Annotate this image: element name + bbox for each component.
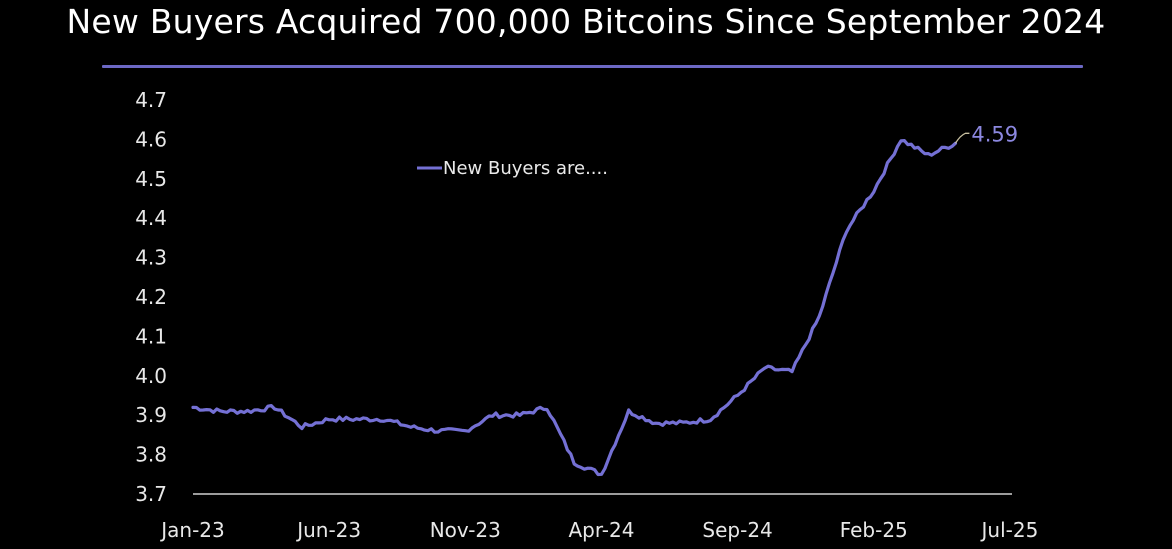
end-label-leader-line [954,132,970,144]
y-tick-label: 4.2 [135,285,167,309]
y-tick-label: 4.6 [135,127,167,151]
y-tick-label: 4.1 [135,324,167,348]
y-tick-label: 4.0 [135,364,167,388]
x-tick-label: Apr-24 [568,518,634,542]
title-underline [102,65,1083,68]
x-tick-label: Nov-23 [430,518,501,542]
legend: New Buyers are.... [417,158,608,179]
series-line-new-buyers [191,139,957,477]
y-tick-label: 3.8 [135,443,167,467]
y-tick-label: 4.3 [135,246,167,270]
end-value-label: 4.59 [971,122,1018,146]
x-tick-label: Jan-23 [159,518,225,542]
y-tick-label: 4.5 [135,167,167,191]
x-tick-label: Sep-24 [702,518,772,542]
x-tick-label: Jun-23 [295,518,361,542]
legend-label: New Buyers are.... [443,158,608,179]
chart-title: New Buyers Acquired 700,000 Bitcoins Sin… [66,2,1106,41]
y-tick-label: 3.9 [135,403,167,427]
y-tick-label: 4.4 [135,206,167,230]
x-axis-ticks: Jan-23 Jun-23 Nov-23 Apr-24 Sep-24 Feb-25 Jul-… [159,518,1038,542]
y-axis-ticks: 4.7 4.6 4.5 4.4 4.3 4.2 4.1 4.0 3.9 3.8 3.7 [135,88,167,506]
y-tick-label: 4.7 [135,88,167,112]
x-tick-label: Feb-25 [840,518,908,542]
x-tick-label: Jul-25 [980,518,1039,542]
y-tick-label: 3.7 [135,482,167,506]
